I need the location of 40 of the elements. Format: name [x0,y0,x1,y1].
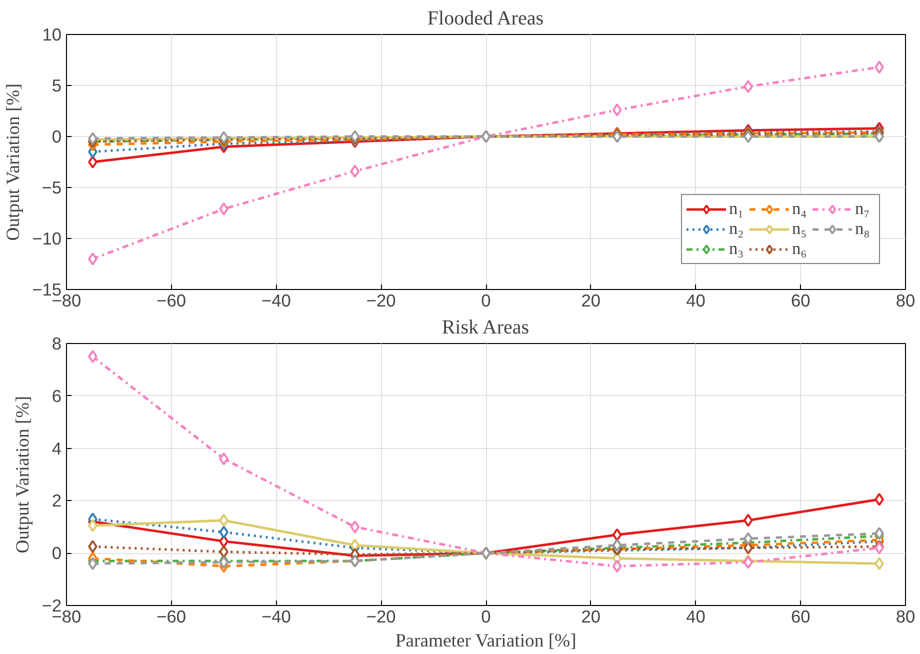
y-axis-title: Output Variation [%] [3,84,24,241]
x-tick-label: 80 [896,606,916,626]
x-tick-label: 40 [686,290,706,310]
chart-title: Flooded Areas [427,8,544,30]
x-tick-label: −20 [366,290,396,310]
x-tick-label: 20 [581,606,601,626]
y-tick-label: 0 [52,126,62,146]
y-tick-label: 10 [42,24,62,44]
y-tick-label: 0 [52,543,62,564]
y-tick-label: 8 [52,334,62,354]
legend-label: n₅ [792,219,808,239]
x-tick-label: 40 [686,606,706,626]
x-tick-label: 20 [581,290,601,310]
legend-label: n₃ [729,239,745,259]
y-axis-title: Output Variation [%] [12,396,34,554]
y-tick-label: 6 [52,386,62,406]
y-tick-label: −2 [42,596,62,616]
legend-label: n₆ [792,239,808,259]
x-tick-label: −40 [262,606,291,626]
y-tick-label: 5 [52,76,62,96]
legend-label: n₂ [729,219,745,239]
chart-title: Risk Areas [442,316,530,338]
x-tick-label: 60 [790,606,810,626]
x-tick-label: −20 [366,606,396,626]
x-axis-title: Parameter Variation [%] [395,630,576,652]
legend-label: n₄ [792,199,808,219]
x-tick-label: −60 [156,606,186,626]
x-tick-label: 0 [481,290,491,310]
y-tick-label: −5 [42,178,62,198]
legend-label: n₇ [855,199,871,219]
legend-label: n₈ [855,219,871,239]
x-tick-label: 0 [481,606,491,626]
y-tick-label: −10 [32,228,62,248]
y-tick-label: 2 [52,490,62,511]
x-tick-label: −40 [262,290,291,310]
x-tick-label: −60 [156,290,186,310]
x-tick-label: 80 [896,290,916,310]
y-tick-label: 4 [52,438,62,458]
legend-label: n₁ [729,199,745,219]
x-tick-label: 60 [790,290,810,310]
